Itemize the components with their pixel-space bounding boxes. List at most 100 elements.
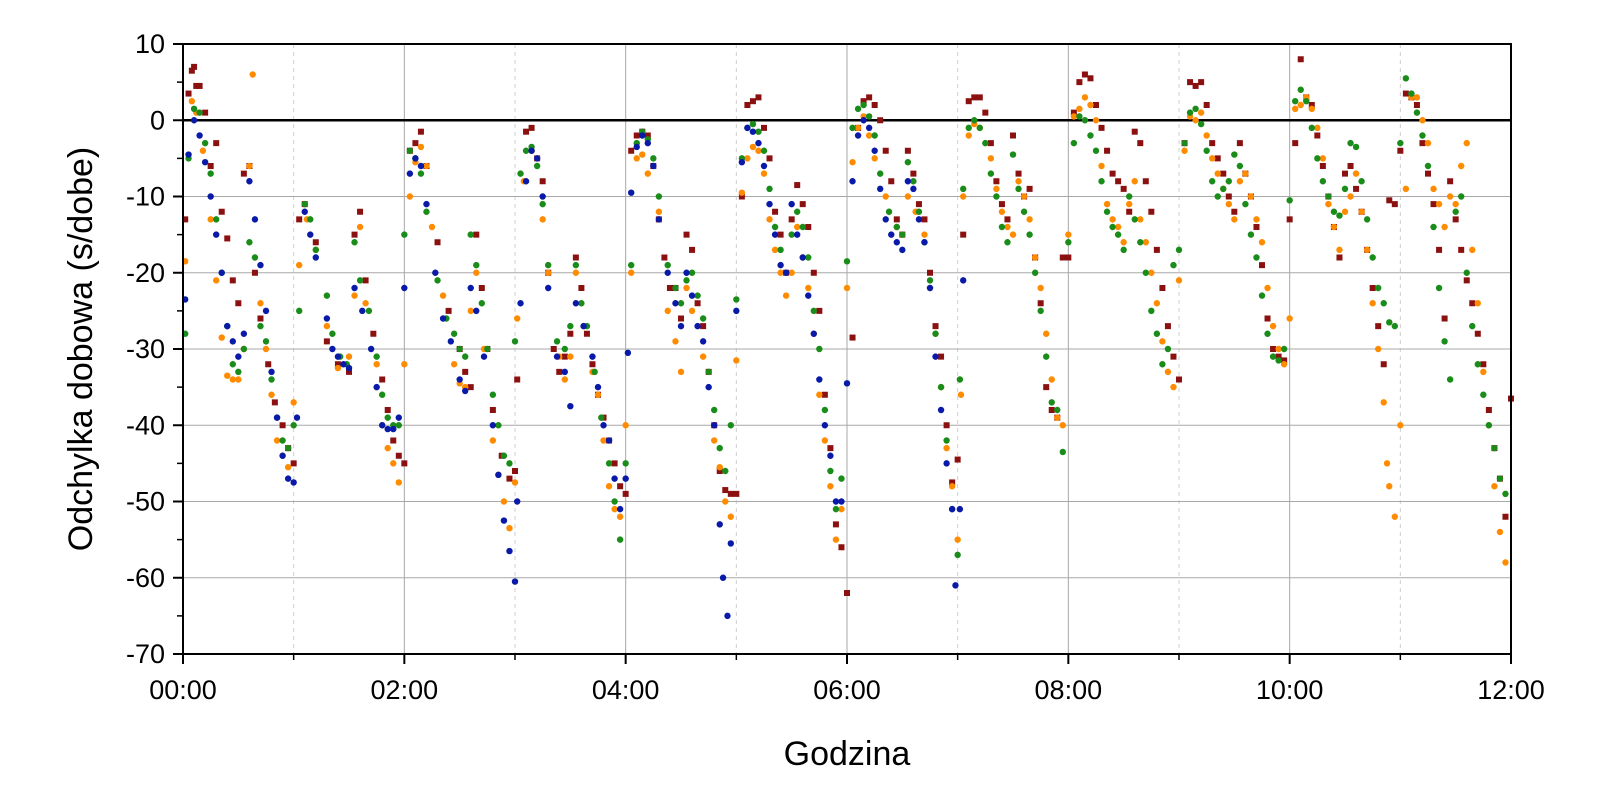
data-point — [561, 368, 568, 376]
data-point — [705, 383, 712, 391]
data-point — [1104, 147, 1111, 154]
data-point — [865, 124, 873, 132]
data-point — [1458, 246, 1465, 253]
data-point — [1430, 185, 1437, 193]
data-point — [1059, 254, 1066, 261]
data-point — [694, 300, 701, 307]
data-point — [960, 185, 967, 193]
data-point — [1336, 246, 1343, 254]
data-point — [616, 505, 624, 513]
data-point — [1314, 132, 1321, 139]
data-point — [788, 216, 795, 223]
data-point — [522, 178, 530, 185]
data-point — [971, 117, 978, 124]
data-point — [1236, 140, 1243, 147]
x-tick-label: 04:00 — [592, 675, 660, 705]
data-point — [965, 132, 972, 139]
data-point — [976, 124, 983, 132]
data-point — [957, 391, 965, 398]
data-point — [956, 376, 964, 383]
data-point — [1319, 155, 1327, 162]
data-point — [882, 193, 889, 200]
data-point — [805, 292, 812, 299]
data-point — [943, 437, 950, 444]
data-point — [273, 414, 281, 421]
data-point — [589, 353, 596, 360]
data-point — [1026, 231, 1033, 238]
data-point — [976, 94, 983, 101]
data-point — [279, 437, 286, 444]
data-point — [218, 334, 225, 341]
data-point — [594, 391, 602, 398]
data-point — [1142, 269, 1150, 276]
data-point — [1175, 277, 1183, 284]
data-point — [1375, 345, 1382, 353]
data-point — [1292, 140, 1299, 147]
data-point — [1264, 315, 1271, 322]
data-point — [462, 353, 469, 360]
data-point — [1402, 185, 1410, 193]
data-point — [251, 216, 259, 223]
x-tick-label: 08:00 — [1035, 675, 1103, 705]
data-point — [882, 216, 889, 223]
data-point — [1059, 422, 1067, 429]
data-point — [672, 338, 679, 345]
data-point — [744, 124, 751, 132]
data-point — [462, 368, 469, 375]
data-point — [489, 391, 497, 398]
data-point — [755, 139, 762, 147]
data-point — [727, 540, 734, 547]
data-point — [705, 368, 712, 376]
data-point — [633, 155, 640, 162]
data-point — [1308, 105, 1316, 113]
data-point — [246, 178, 253, 185]
data-point — [639, 132, 646, 139]
data-point — [473, 307, 480, 315]
data-point — [1363, 216, 1371, 223]
data-point — [724, 612, 731, 620]
data-point — [1341, 185, 1349, 193]
data-point — [788, 200, 795, 208]
data-point — [1358, 178, 1365, 185]
data-point — [1081, 117, 1089, 124]
data-point — [1142, 178, 1149, 185]
data-point — [1452, 208, 1459, 215]
data-point — [356, 277, 364, 284]
data-point — [539, 193, 546, 200]
data-point — [960, 277, 967, 284]
data-point — [301, 208, 308, 215]
data-point — [633, 132, 640, 139]
data-point — [567, 402, 574, 410]
data-point — [1469, 300, 1476, 307]
data-point — [213, 216, 220, 223]
data-point — [871, 132, 878, 139]
data-point — [572, 269, 580, 276]
data-point — [447, 338, 455, 345]
data-point — [716, 521, 723, 528]
data-point — [384, 425, 391, 433]
data-point — [1297, 86, 1304, 93]
data-point — [910, 170, 917, 177]
data-point — [677, 322, 685, 330]
data-point — [644, 139, 651, 147]
data-point — [484, 345, 491, 353]
data-point — [755, 128, 762, 135]
data-point — [1043, 353, 1050, 360]
data-point — [512, 468, 518, 474]
data-point — [700, 323, 707, 330]
data-point — [683, 284, 690, 292]
data-point — [738, 158, 746, 166]
data-point — [965, 98, 972, 105]
data-point — [1458, 162, 1465, 170]
data-point — [1469, 246, 1476, 254]
data-point — [522, 147, 530, 154]
data-point — [722, 498, 729, 505]
data-point — [229, 277, 236, 284]
data-point — [1463, 269, 1470, 276]
data-point — [450, 330, 458, 337]
data-point — [196, 109, 203, 116]
data-point — [506, 460, 513, 467]
data-point — [838, 544, 845, 551]
data-point — [480, 353, 488, 360]
data-point — [843, 284, 851, 292]
